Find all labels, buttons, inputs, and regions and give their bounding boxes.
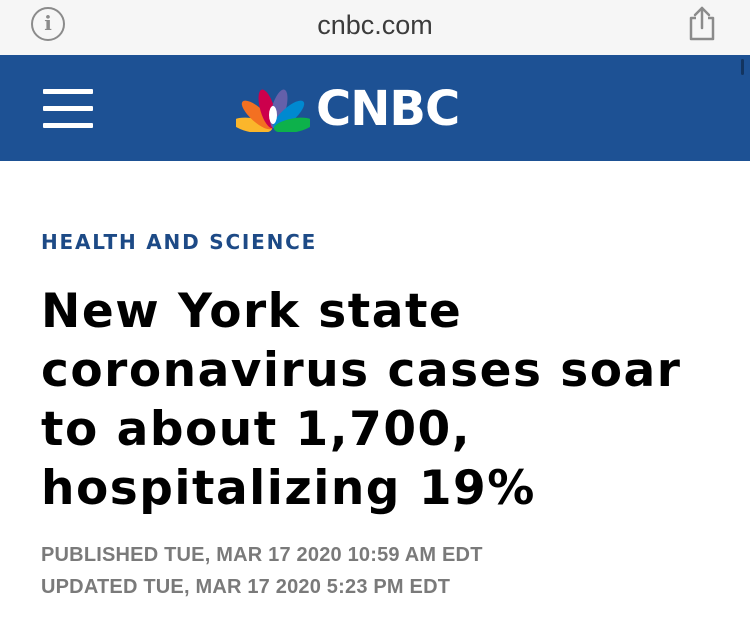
info-icon[interactable]: i xyxy=(31,7,65,41)
nbc-peacock-icon xyxy=(236,89,310,132)
article-headline: New York state coronavirus cases soar to… xyxy=(41,284,682,516)
share-icon[interactable] xyxy=(686,5,718,41)
site-header: CNBC xyxy=(0,55,750,161)
section-label[interactable]: HEALTH AND SCIENCE xyxy=(41,230,318,254)
url-text[interactable]: cnbc.com xyxy=(317,10,433,40)
scroll-indicator xyxy=(741,59,744,75)
updated-timestamp: UPDATED TUE, MAR 17 2020 5:23 PM EDT xyxy=(41,576,451,598)
cnbc-logo[interactable]: CNBC xyxy=(236,82,526,136)
hamburger-menu-icon[interactable] xyxy=(43,89,93,129)
published-timestamp: PUBLISHED TUE, MAR 17 2020 10:59 AM EDT xyxy=(41,544,483,566)
browser-url-bar: i cnbc.com xyxy=(0,0,750,55)
logo-wordmark: CNBC xyxy=(316,81,460,137)
